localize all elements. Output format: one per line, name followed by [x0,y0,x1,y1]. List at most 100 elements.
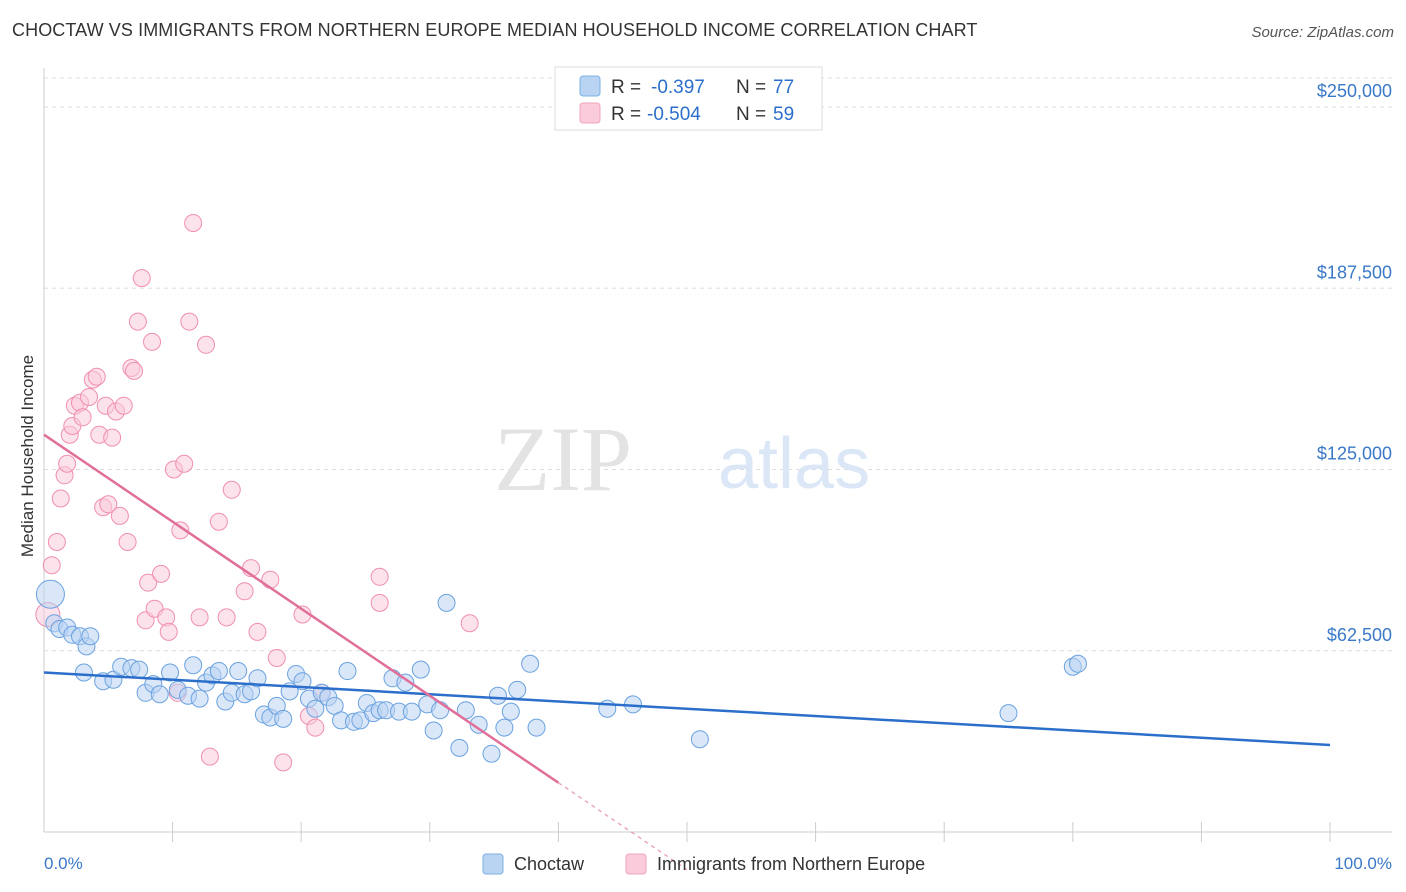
blue-point [495,718,514,737]
watermark-zip: ZIP [494,408,632,510]
bottom-legend-label-pink: Immigrants from Northern Europe [657,854,925,874]
blue-point [161,663,180,682]
y-tick-label-3: $250,000 [1317,81,1392,101]
blue-point [482,744,501,763]
watermark-atlas: atlas [718,424,870,504]
pink-trend-extension [557,782,688,871]
pink-point [128,312,147,331]
blue-point [209,662,228,681]
pink-point [274,753,293,772]
pink-point [118,533,137,551]
legend-n-label-2: N = [736,104,766,125]
x-tick-label-min: 0.0% [44,854,83,873]
pink-point [103,428,122,447]
blue-point [508,680,527,699]
y-tick-label-2: $187,500 [1317,262,1392,282]
pink-point [58,454,77,473]
stats-legend: R = -0.397 N = 77 R = -0.504 N = 59 [554,66,823,131]
x-ticks [172,822,1331,842]
pink-point [222,480,241,499]
blue-point [396,673,415,692]
pink-point [42,556,61,575]
legend-r-value-2: -0.504 [647,104,701,125]
pink-point [152,564,171,583]
pink-point [143,332,162,351]
bottom-legend-swatch-blue [482,853,504,875]
blue-point [527,718,546,737]
blue-point [35,579,65,609]
watermark: ZIP atlas [494,408,870,510]
blue-point [190,689,209,708]
blue-point [184,656,203,675]
pink-point [51,489,70,508]
pink-point [180,312,199,331]
pink-point [217,608,236,627]
legend-r-label-1: R = [611,77,641,98]
blue-point [690,730,709,749]
blue-point [450,738,469,757]
pink-point [125,361,144,380]
blue-series-points [35,579,1087,763]
source-label: Source: ZipAtlas.com [1251,24,1394,41]
legend-r-value-1: -0.397 [651,77,705,98]
pink-point [197,335,216,354]
blue-point [338,662,357,681]
blue-point [1068,654,1087,673]
pink-point [200,747,219,766]
pink-point [87,367,106,386]
pink-point [110,506,129,525]
pink-point [80,388,99,406]
y-tick-labels: $62,500 $125,000 $187,500 $250,000 [1317,81,1392,645]
pink-point [139,573,158,592]
chart-title: CHOCTAW VS IMMIGRANTS FROM NORTHERN EURO… [12,20,978,40]
series-legend: Choctaw Immigrants from Northern Europe [482,853,925,875]
blue-point [81,627,100,646]
blue-point [469,715,488,734]
blue-point [411,660,430,679]
blue-point [248,669,267,688]
pink-trend-line [43,433,560,784]
blue-point [274,709,293,728]
blue-point [150,685,169,704]
bottom-legend-swatch-pink [625,853,647,875]
pink-point [73,408,92,427]
pink-point [171,521,190,540]
pink-point [47,533,66,551]
pink-point [190,608,209,627]
pink-point [460,614,479,633]
pink-point [248,622,267,641]
blue-point [488,686,507,705]
pink-point [132,269,151,288]
blue-point [521,654,540,673]
legend-n-value-1: 77 [773,77,794,98]
blue-point [501,702,520,721]
legend-swatch-pink [579,102,601,124]
blue-point [74,663,93,682]
blue-point [999,704,1018,723]
pink-point [175,454,194,473]
bottom-legend-label-blue: Choctaw [514,854,585,874]
pink-point [267,649,286,667]
pink-point [99,495,118,514]
pink-point [235,582,254,601]
blue-point [229,662,248,681]
trend-lines [43,433,1331,871]
pink-point [114,396,133,415]
blue-point [306,699,325,718]
axes [43,68,1392,833]
y-tick-label-1: $125,000 [1317,444,1392,464]
y-axis-label: Median Household Income [18,355,37,557]
blue-point [130,660,149,679]
legend-n-value-2: 59 [773,104,794,125]
blue-trend-line [43,671,1331,747]
blue-point [431,701,450,720]
y-tick-label-0: $62,500 [1327,625,1392,645]
pink-point [159,622,178,641]
blue-point [437,593,456,612]
pink-point [184,214,203,232]
legend-n-label-1: N = [736,77,766,98]
blue-point [293,672,312,691]
pink-point [370,567,389,586]
blue-point [424,721,443,740]
